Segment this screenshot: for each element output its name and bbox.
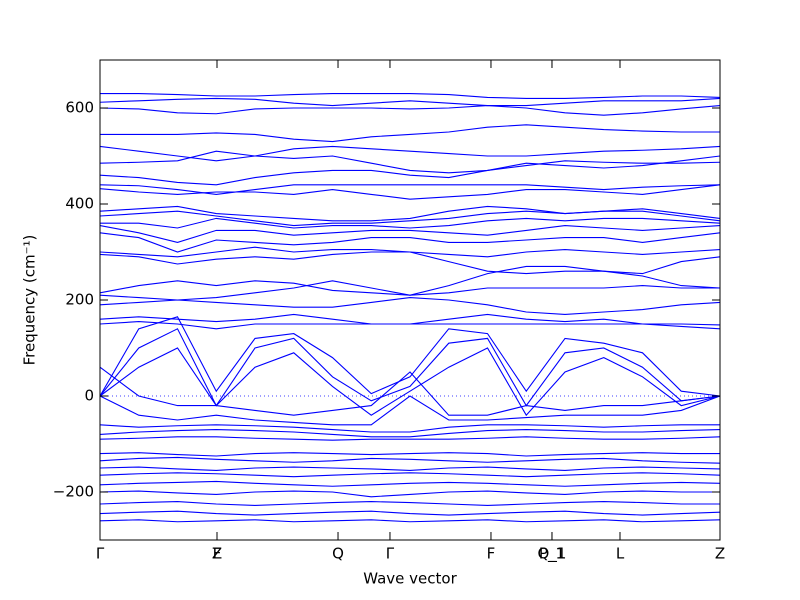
band	[99, 155, 721, 186]
x-axis-label: Wave vector	[363, 570, 457, 588]
x-tick-label: F	[213, 545, 222, 563]
x-tick-label: P_1	[539, 545, 565, 564]
band	[99, 480, 721, 487]
x-tick-label: Q_1	[538, 545, 567, 564]
x-tick-label: Γ	[96, 545, 105, 563]
y-tick-label: 0	[84, 387, 94, 405]
band	[99, 184, 721, 200]
y-tick-label: 200	[65, 291, 94, 309]
band	[99, 150, 721, 174]
band	[99, 501, 720, 506]
band	[99, 316, 721, 397]
band	[99, 265, 721, 296]
x-tick-label: Z	[212, 545, 222, 563]
plot-frame	[99, 59, 721, 541]
y-tick-label: −200	[53, 483, 94, 501]
x-tick-label: L	[616, 545, 625, 563]
band	[99, 232, 721, 253]
band	[99, 321, 721, 330]
band	[99, 97, 721, 107]
band	[99, 490, 720, 498]
band	[99, 510, 721, 516]
band	[99, 251, 721, 275]
x-tick-label: Z	[715, 545, 725, 563]
band	[99, 366, 721, 416]
y-tick-label: 400	[65, 195, 94, 213]
band	[99, 456, 721, 464]
band	[99, 205, 721, 222]
y-axis-label: Frequency (cm⁻¹)	[21, 235, 39, 366]
band	[99, 145, 721, 162]
band	[99, 105, 721, 116]
band	[99, 452, 720, 457]
band	[99, 210, 721, 227]
band	[99, 436, 721, 441]
band	[99, 395, 721, 426]
band	[100, 124, 720, 143]
band	[99, 280, 720, 301]
band	[99, 313, 721, 330]
band	[99, 424, 720, 433]
band	[99, 297, 721, 315]
band	[99, 429, 721, 438]
x-tick-label: Γ	[386, 545, 395, 563]
band	[99, 328, 721, 407]
band	[99, 225, 721, 243]
band	[99, 472, 721, 478]
band	[100, 217, 721, 229]
band	[100, 93, 721, 99]
x-tick-label: F	[487, 545, 496, 563]
band	[99, 347, 721, 417]
band	[99, 519, 721, 523]
band	[99, 466, 721, 471]
x-tick-label: Q	[332, 545, 344, 563]
y-tick-label: 600	[65, 99, 94, 117]
